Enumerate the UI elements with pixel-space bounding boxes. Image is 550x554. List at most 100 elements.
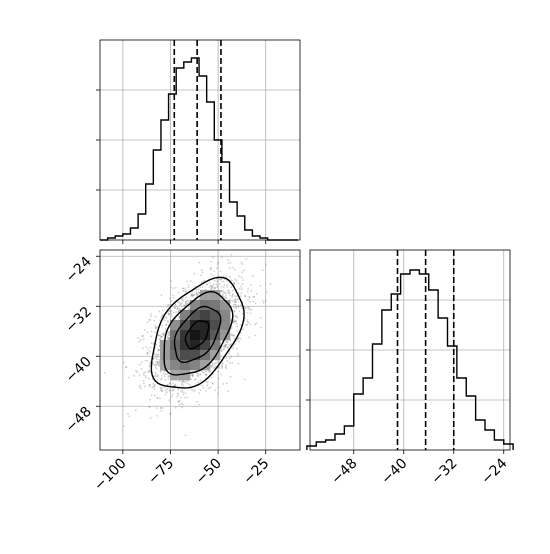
scatter-point — [164, 370, 166, 372]
scatter-point — [196, 374, 199, 377]
scatter-point — [154, 364, 157, 366]
scatter-point — [167, 332, 170, 335]
scatter-point — [167, 320, 169, 323]
scatter-point — [208, 387, 211, 390]
scatter-point — [172, 287, 175, 290]
scatter-point — [236, 295, 238, 297]
scatter-point — [216, 284, 219, 287]
scatter-point — [134, 409, 137, 412]
scatter-point — [226, 340, 228, 343]
scatter-point — [235, 322, 238, 325]
scatter-point — [229, 361, 231, 364]
scatter-point — [200, 274, 202, 277]
scatter-point — [170, 300, 173, 302]
scatter-point — [225, 357, 228, 359]
scatter-point — [182, 380, 185, 382]
scatter-point — [229, 340, 232, 342]
scatter-point — [201, 384, 204, 387]
density-cell — [190, 320, 201, 331]
scatter-point — [156, 374, 159, 377]
scatter-point — [173, 384, 175, 387]
scatter-point — [153, 383, 156, 386]
scatter-point — [222, 348, 225, 351]
density-cell — [190, 340, 201, 351]
scatter-point — [148, 385, 151, 388]
scatter-point — [161, 386, 164, 389]
scatter-point — [239, 337, 242, 340]
density-cell — [200, 350, 211, 361]
x-tick-label: −50 — [193, 456, 225, 488]
scatter-point — [124, 366, 127, 368]
scatter-point — [157, 356, 159, 359]
scatter-point — [191, 375, 194, 378]
scatter-point — [180, 383, 183, 386]
scatter-point — [244, 306, 247, 309]
scatter-point — [181, 299, 184, 301]
scatter-point — [155, 407, 158, 409]
scatter-point — [167, 330, 170, 333]
scatter-point — [152, 343, 155, 346]
scatter-point — [191, 389, 194, 392]
scatter-point — [198, 291, 200, 294]
scatter-point — [198, 261, 201, 264]
scatter-point — [155, 343, 158, 345]
scatter-point — [225, 367, 228, 370]
scatter-point — [239, 295, 242, 297]
scatter-point — [225, 340, 228, 343]
scatter-point — [184, 288, 187, 291]
scatter-point — [176, 395, 179, 398]
scatter-point — [220, 297, 223, 300]
scatter-point — [231, 362, 234, 364]
scatter-point — [200, 379, 202, 381]
scatter-point — [161, 309, 164, 312]
scatter-point — [254, 302, 257, 305]
scatter-point — [103, 371, 106, 374]
scatter-point — [185, 301, 187, 303]
scatter-point — [220, 350, 223, 352]
scatter-point — [137, 337, 140, 340]
scatter-point — [158, 310, 161, 313]
scatter-point — [177, 291, 180, 294]
marginal-x-histogram-panel — [96, 39, 301, 244]
scatter-point — [202, 387, 205, 389]
scatter-point — [180, 303, 183, 306]
scatter-point — [167, 313, 170, 316]
scatter-point — [159, 386, 162, 389]
scatter-point — [234, 301, 237, 304]
scatter-point — [211, 285, 213, 287]
scatter-point — [190, 293, 193, 296]
scatter-point — [177, 301, 180, 304]
scatter-point — [211, 286, 214, 289]
scatter-point — [234, 295, 237, 297]
scatter-point — [182, 384, 185, 387]
scatter-point — [269, 283, 272, 286]
scatter-point — [228, 344, 231, 347]
scatter-point — [212, 274, 215, 277]
scatter-point — [249, 312, 252, 315]
scatter-point — [237, 354, 240, 357]
scatter-point — [184, 290, 187, 293]
scatter-point — [260, 326, 262, 329]
scatter-point — [158, 361, 161, 363]
scatter-point — [153, 353, 156, 355]
scatter-point — [246, 290, 249, 293]
scatter-point — [227, 291, 230, 294]
scatter-point — [161, 390, 164, 392]
scatter-point — [250, 289, 253, 292]
scatter-point — [215, 267, 218, 269]
scatter-point — [153, 331, 156, 334]
scatter-point — [279, 235, 281, 237]
scatter-point — [143, 371, 145, 374]
scatter-point — [166, 383, 169, 386]
scatter-point — [154, 371, 157, 374]
scatter-point — [236, 317, 239, 319]
scatter-point — [142, 338, 145, 341]
scatter-point — [222, 280, 225, 283]
scatter-point — [167, 312, 170, 315]
scatter-point — [223, 344, 226, 347]
scatter-point — [169, 412, 171, 415]
scatter-point — [186, 382, 188, 385]
scatter-point — [240, 276, 243, 279]
scatter-point — [215, 283, 218, 286]
scatter-point — [168, 331, 171, 333]
